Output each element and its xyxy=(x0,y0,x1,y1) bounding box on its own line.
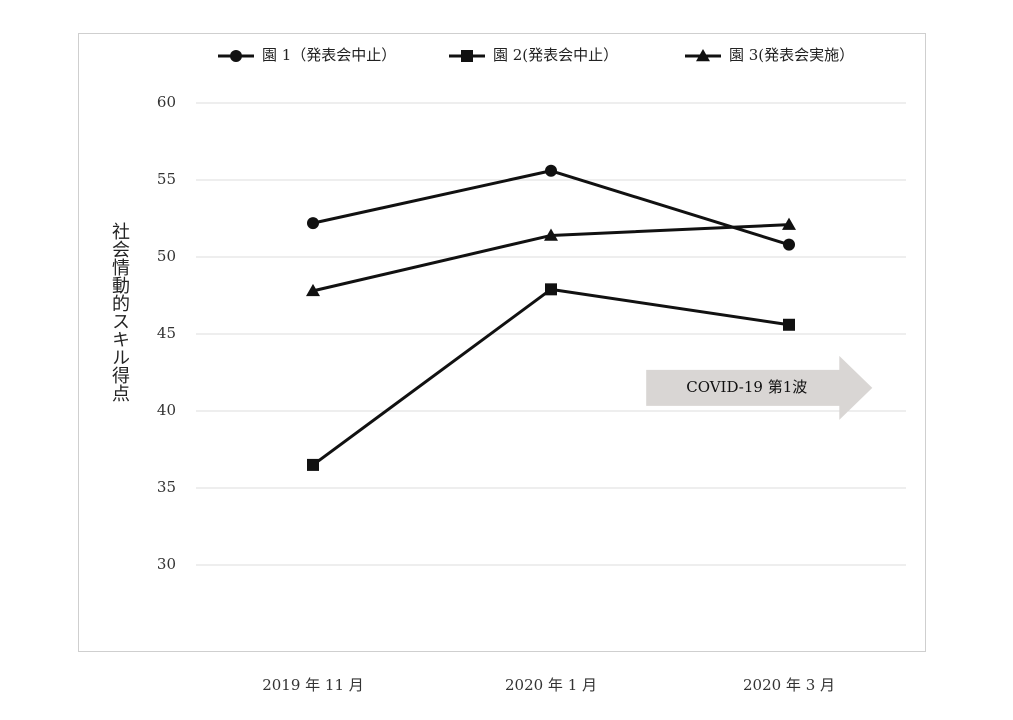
x-tick-label: 2020 年 1 月 xyxy=(505,676,597,694)
legend-item: 園 1（発表会中止） xyxy=(218,46,396,64)
legend: 園 1（発表会中止） 園 2(発表会中止） 園 3(発表会実施） xyxy=(218,46,854,64)
data-point xyxy=(782,217,796,230)
series-3 xyxy=(306,217,796,297)
x-axis-ticks: 2019 年 11 月 2020 年 1 月 2020 年 3 月 xyxy=(262,676,835,694)
data-point xyxy=(306,283,320,297)
y-tick-label: 30 xyxy=(157,555,176,573)
data-point xyxy=(307,458,319,471)
legend-marker xyxy=(230,50,242,62)
legend-item: 園 3(発表会実施） xyxy=(685,46,854,64)
data-point xyxy=(545,283,557,296)
annotation-label: COVID-19 第1波 xyxy=(686,378,807,396)
legend-marker xyxy=(461,50,473,62)
y-tick-label: 55 xyxy=(157,170,176,188)
x-tick-label: 2020 年 3 月 xyxy=(743,676,835,694)
y-tick-label: 50 xyxy=(157,247,176,265)
data-point xyxy=(307,217,319,230)
series-2 xyxy=(307,283,795,471)
y-axis-label: 社会情動的スキル得点 xyxy=(109,222,130,402)
data-point xyxy=(544,228,558,241)
legend-item: 園 2(発表会中止） xyxy=(449,46,618,64)
grid-lines xyxy=(196,102,906,566)
y-tick-label: 60 xyxy=(157,93,176,111)
y-tick-label: 35 xyxy=(157,478,176,496)
annotation-arrow xyxy=(646,355,873,420)
legend-label: 園 2(発表会中止） xyxy=(493,46,618,64)
series-1 xyxy=(307,164,795,251)
x-tick-label: 2019 年 11 月 xyxy=(262,676,364,694)
data-point xyxy=(783,238,795,251)
y-axis-ticks: 30 35 40 45 50 55 60 xyxy=(157,93,176,573)
data-point xyxy=(545,164,557,177)
legend-label: 園 1（発表会中止） xyxy=(262,46,396,64)
chart-frame xyxy=(78,33,926,652)
series xyxy=(306,164,796,471)
legend-label: 園 3(発表会実施） xyxy=(729,46,854,64)
covid-annotation: COVID-19 第1波 xyxy=(646,355,873,420)
data-point xyxy=(783,318,795,331)
legend-marker xyxy=(696,49,710,62)
y-tick-label: 40 xyxy=(157,401,176,419)
y-tick-label: 45 xyxy=(157,324,176,342)
